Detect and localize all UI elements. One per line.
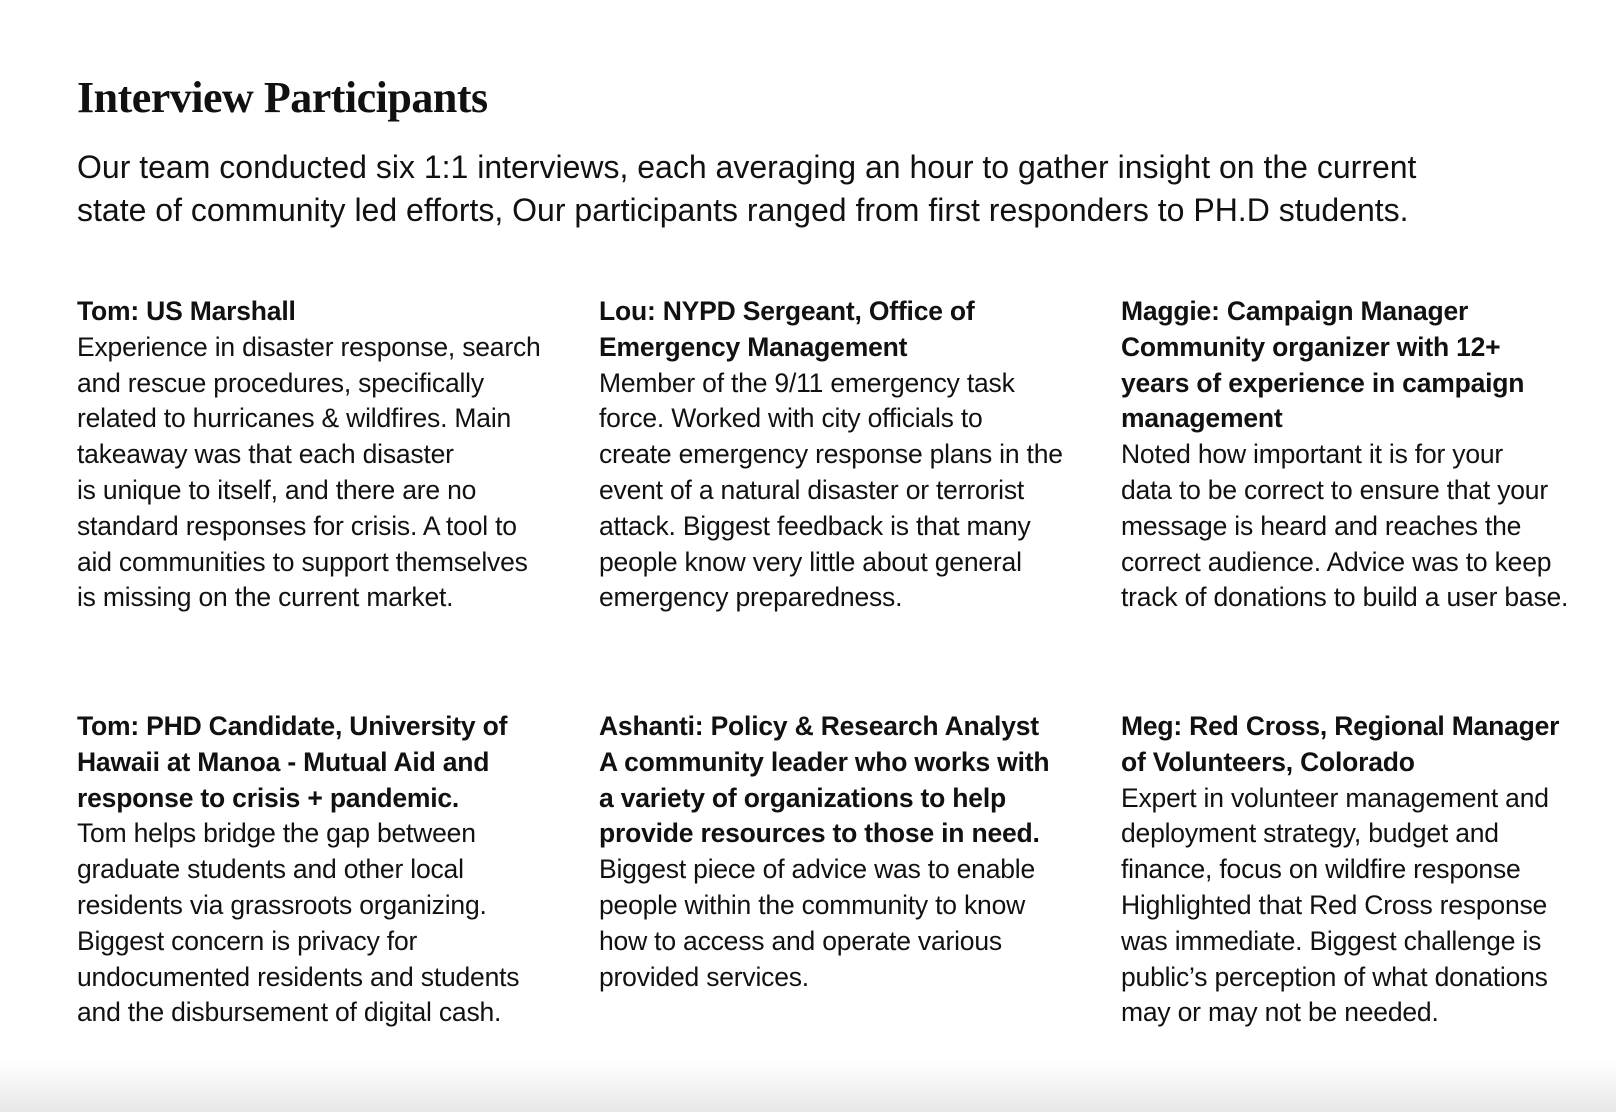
participant-card-tom-phd: Tom: PHD Candidate, University of Hawaii… <box>77 709 567 1031</box>
participant-description-line: correct audience. Advice was to keep <box>1121 546 1552 577</box>
participant-description-line: public’s perception of what donations <box>1121 961 1548 992</box>
intro-line: state of community led efforts, Our part… <box>77 192 1409 228</box>
participant-heading: Tom: PHD Candidate, University of <box>77 711 508 741</box>
intro-line: Our team conducted six 1:1 interviews, e… <box>77 149 1417 185</box>
participant-heading: Lou: NYPD Sergeant, Office of <box>599 296 975 326</box>
participant-description-line: Member of the 9/11 emergency task <box>599 367 1015 398</box>
participant-description-line: emergency preparedness. <box>599 582 903 613</box>
participant-description-line: takeaway was that each disaster <box>77 439 454 470</box>
participant-description-line: attack. Biggest feedback is that many <box>599 510 1031 541</box>
participant-heading: A community leader who works with <box>599 746 1050 777</box>
participant-description-line: residents via grassroots organizing. <box>77 889 487 920</box>
participant-description-line: deployment strategy, budget and <box>1121 818 1499 849</box>
participant-description-line: is missing on the current market. <box>77 582 454 613</box>
participant-card-tom-marshall: Tom: US Marshall Experience in disaster … <box>77 294 567 616</box>
participant-description-line: may or may not be needed. <box>1121 997 1439 1028</box>
participant-heading: Ashanti: Policy & Research Analyst <box>599 711 1039 741</box>
participant-heading: management <box>1121 403 1283 434</box>
intro-paragraph: Our team conducted six 1:1 interviews, e… <box>77 146 1577 232</box>
participant-heading: Community organizer with 12+ <box>1121 331 1501 362</box>
participant-card-meg: Meg: Red Cross, Regional Manager of Volu… <box>1121 709 1611 1031</box>
participant-heading: Maggie: Campaign Manager <box>1121 296 1469 326</box>
participant-description-line: event of a natural disaster or terrorist <box>599 474 1025 505</box>
participant-heading: response to crisis + pandemic. <box>77 782 460 813</box>
participant-card-lou-nypd: Lou: NYPD Sergeant, Office of Emergency … <box>599 294 1089 616</box>
participant-heading: Emergency Management <box>599 331 908 362</box>
participant-description-line: how to access and operate various <box>599 925 1002 956</box>
page-title: Interview Participants <box>77 73 488 122</box>
participant-heading: Meg: Red Cross, Regional Manager <box>1121 711 1560 741</box>
participant-description-line: Biggest piece of advice was to enable <box>599 854 1036 885</box>
participant-description-line: and rescue procedures, specifically <box>77 367 484 398</box>
participant-description-line: Tom helps bridge the gap between <box>77 818 476 849</box>
participant-heading: Hawaii at Manoa - Mutual Aid and <box>77 746 490 777</box>
participant-description-line: create emergency response plans in the <box>599 439 1063 470</box>
participant-heading: provide resources to those in need. <box>599 818 1040 849</box>
participant-description-line: provided services. <box>599 961 809 992</box>
participant-description-line: is unique to itself, and there are no <box>77 474 477 505</box>
participant-description-line: standard responses for crisis. A tool to <box>77 510 517 541</box>
participant-description-line: aid communities to support themselves <box>77 546 528 577</box>
participant-description-line: people know very little about general <box>599 546 1022 577</box>
participant-heading: years of experience in campaign <box>1121 367 1525 398</box>
participant-card-maggie: Maggie: Campaign Manager Community organ… <box>1121 294 1611 616</box>
participant-description-line: data to be correct to ensure that your <box>1121 474 1548 505</box>
participant-description-line: force. Worked with city officials to <box>599 403 983 434</box>
bottom-edge-shadow <box>0 1060 1616 1112</box>
participant-description-line: people within the community to know <box>599 889 1026 920</box>
participant-description-line: track of donations to build a user base. <box>1121 582 1569 613</box>
participant-description-line: and the disbursement of digital cash. <box>77 997 502 1028</box>
participant-description-line: undocumented residents and students <box>77 961 520 992</box>
participant-description-line: message is heard and reaches the <box>1121 510 1522 541</box>
participant-heading: of Volunteers, Colorado <box>1121 746 1415 777</box>
participant-description-line: Noted how important it is for your <box>1121 439 1504 470</box>
participant-heading: Tom: US Marshall <box>77 296 296 326</box>
participant-card-ashanti: Ashanti: Policy & Research Analyst A com… <box>599 709 1089 995</box>
participant-description-line: graduate students and other local <box>77 854 464 885</box>
participant-heading: a variety of organizations to help <box>599 782 1006 813</box>
participant-description-line: Highlighted that Red Cross response <box>1121 889 1548 920</box>
participant-description-line: finance, focus on wildfire response <box>1121 854 1521 885</box>
participant-description-line: Expert in volunteer management and <box>1121 782 1549 813</box>
participant-description-line: Experience in disaster response, search <box>77 331 541 362</box>
participant-description-line: was immediate. Biggest challenge is <box>1121 925 1542 956</box>
participant-description-line: Biggest concern is privacy for <box>77 925 418 956</box>
participant-description-line: related to hurricanes & wildfires. Main <box>77 403 512 434</box>
